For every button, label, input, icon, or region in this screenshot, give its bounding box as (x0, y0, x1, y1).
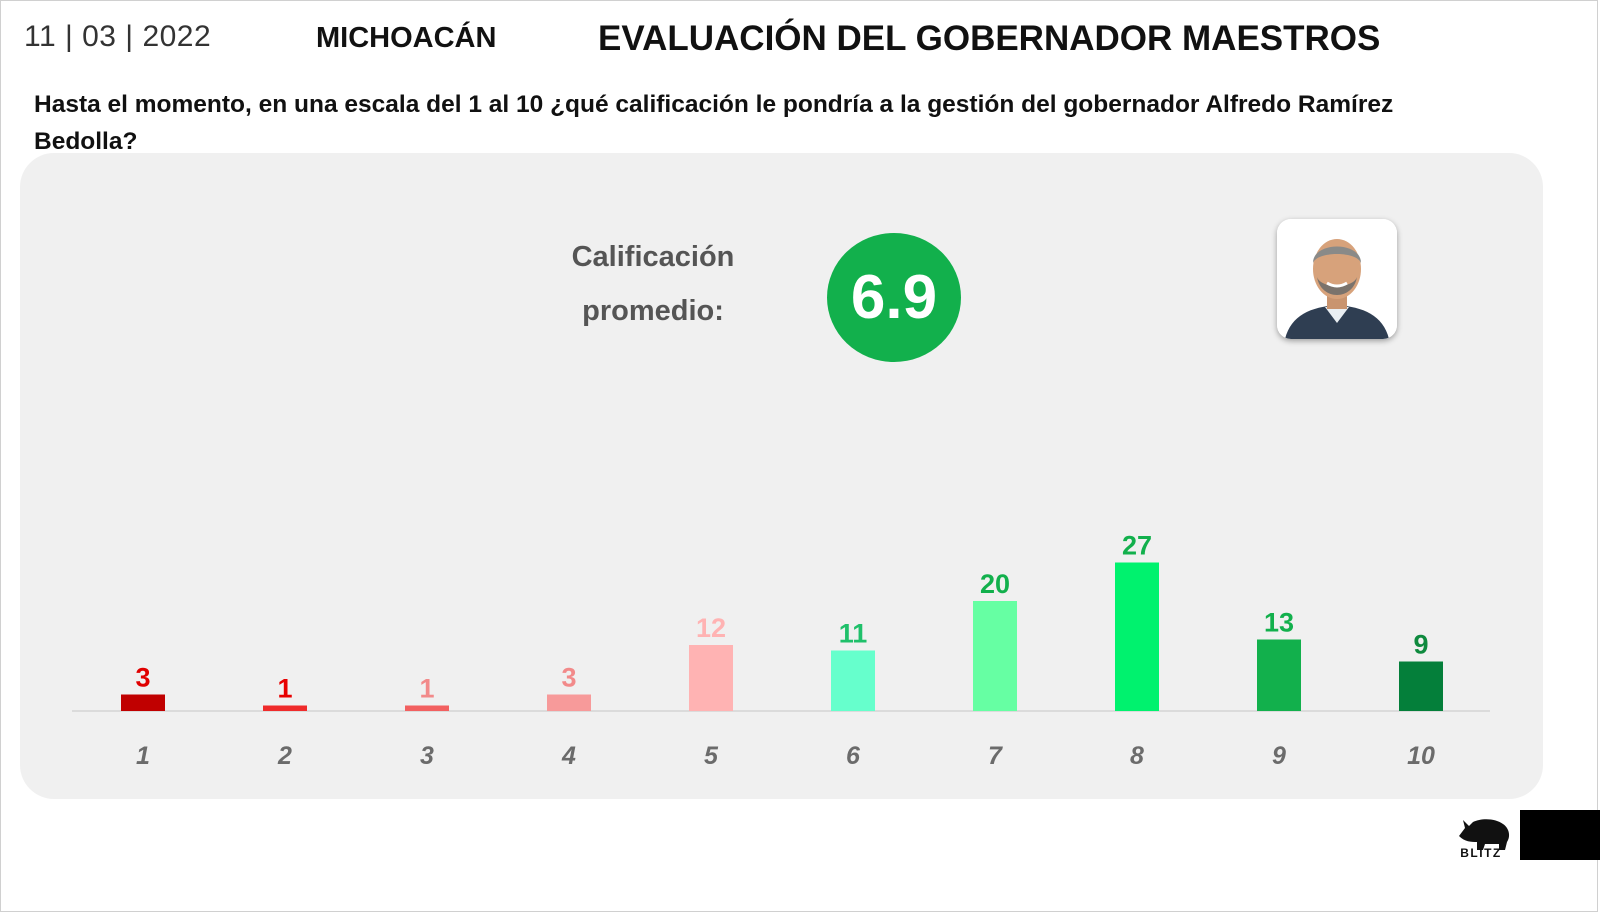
x-tick-label-8: 8 (1130, 742, 1144, 770)
bar-8 (1115, 562, 1159, 711)
bar-5 (689, 645, 733, 711)
x-tick-label-4: 4 (561, 742, 576, 770)
x-tick-label-3: 3 (420, 742, 434, 770)
average-label: Calificación promedio: (548, 230, 758, 338)
survey-question: Hasta el momento, en una escala del 1 al… (34, 91, 1394, 155)
bar-7 (973, 601, 1017, 711)
bar-1 (121, 694, 165, 711)
x-tick-label-6: 6 (846, 742, 861, 770)
data-label-5: 12 (696, 613, 726, 643)
bar-9 (1257, 639, 1301, 711)
brand-block (1520, 810, 1600, 860)
data-label-9: 13 (1264, 608, 1294, 638)
bar-4 (547, 694, 591, 711)
data-label-1: 3 (135, 663, 150, 693)
data-label-6: 11 (839, 619, 868, 649)
bar-3 (405, 705, 449, 711)
data-label-3: 1 (419, 674, 434, 704)
x-tick-label-1: 1 (136, 742, 150, 770)
data-label-4: 3 (561, 663, 576, 693)
brand-logo-text: BLITZ (1460, 846, 1502, 860)
report-date: 11 | 03 | 2022 (24, 20, 212, 53)
average-label-line2: promedio: (582, 295, 724, 327)
bar-2 (263, 705, 307, 711)
average-score-badge: 6.9 (827, 233, 961, 362)
data-label-10: 9 (1413, 630, 1428, 660)
bar-6 (831, 650, 875, 711)
rhino-logo-icon (1459, 819, 1510, 850)
x-tick-label-2: 2 (277, 742, 292, 770)
bar-10 (1399, 661, 1443, 711)
data-label-2: 1 (277, 674, 292, 704)
x-tick-label-9: 9 (1272, 742, 1286, 770)
x-tick-label-10: 10 (1407, 742, 1435, 770)
x-tick-label-7: 7 (988, 742, 1003, 770)
page-title: EVALUACIÓN DEL GOBERNADOR MAESTROS (598, 19, 1381, 58)
data-label-8: 27 (1122, 531, 1152, 561)
x-tick-label-5: 5 (704, 742, 719, 770)
data-label-7: 20 (980, 569, 1010, 599)
state-name: MICHOACÁN (316, 22, 497, 54)
average-label-line1: Calificación (571, 241, 735, 273)
average-score-value: 6.9 (850, 263, 938, 332)
governor-portrait-icon (1277, 219, 1397, 339)
